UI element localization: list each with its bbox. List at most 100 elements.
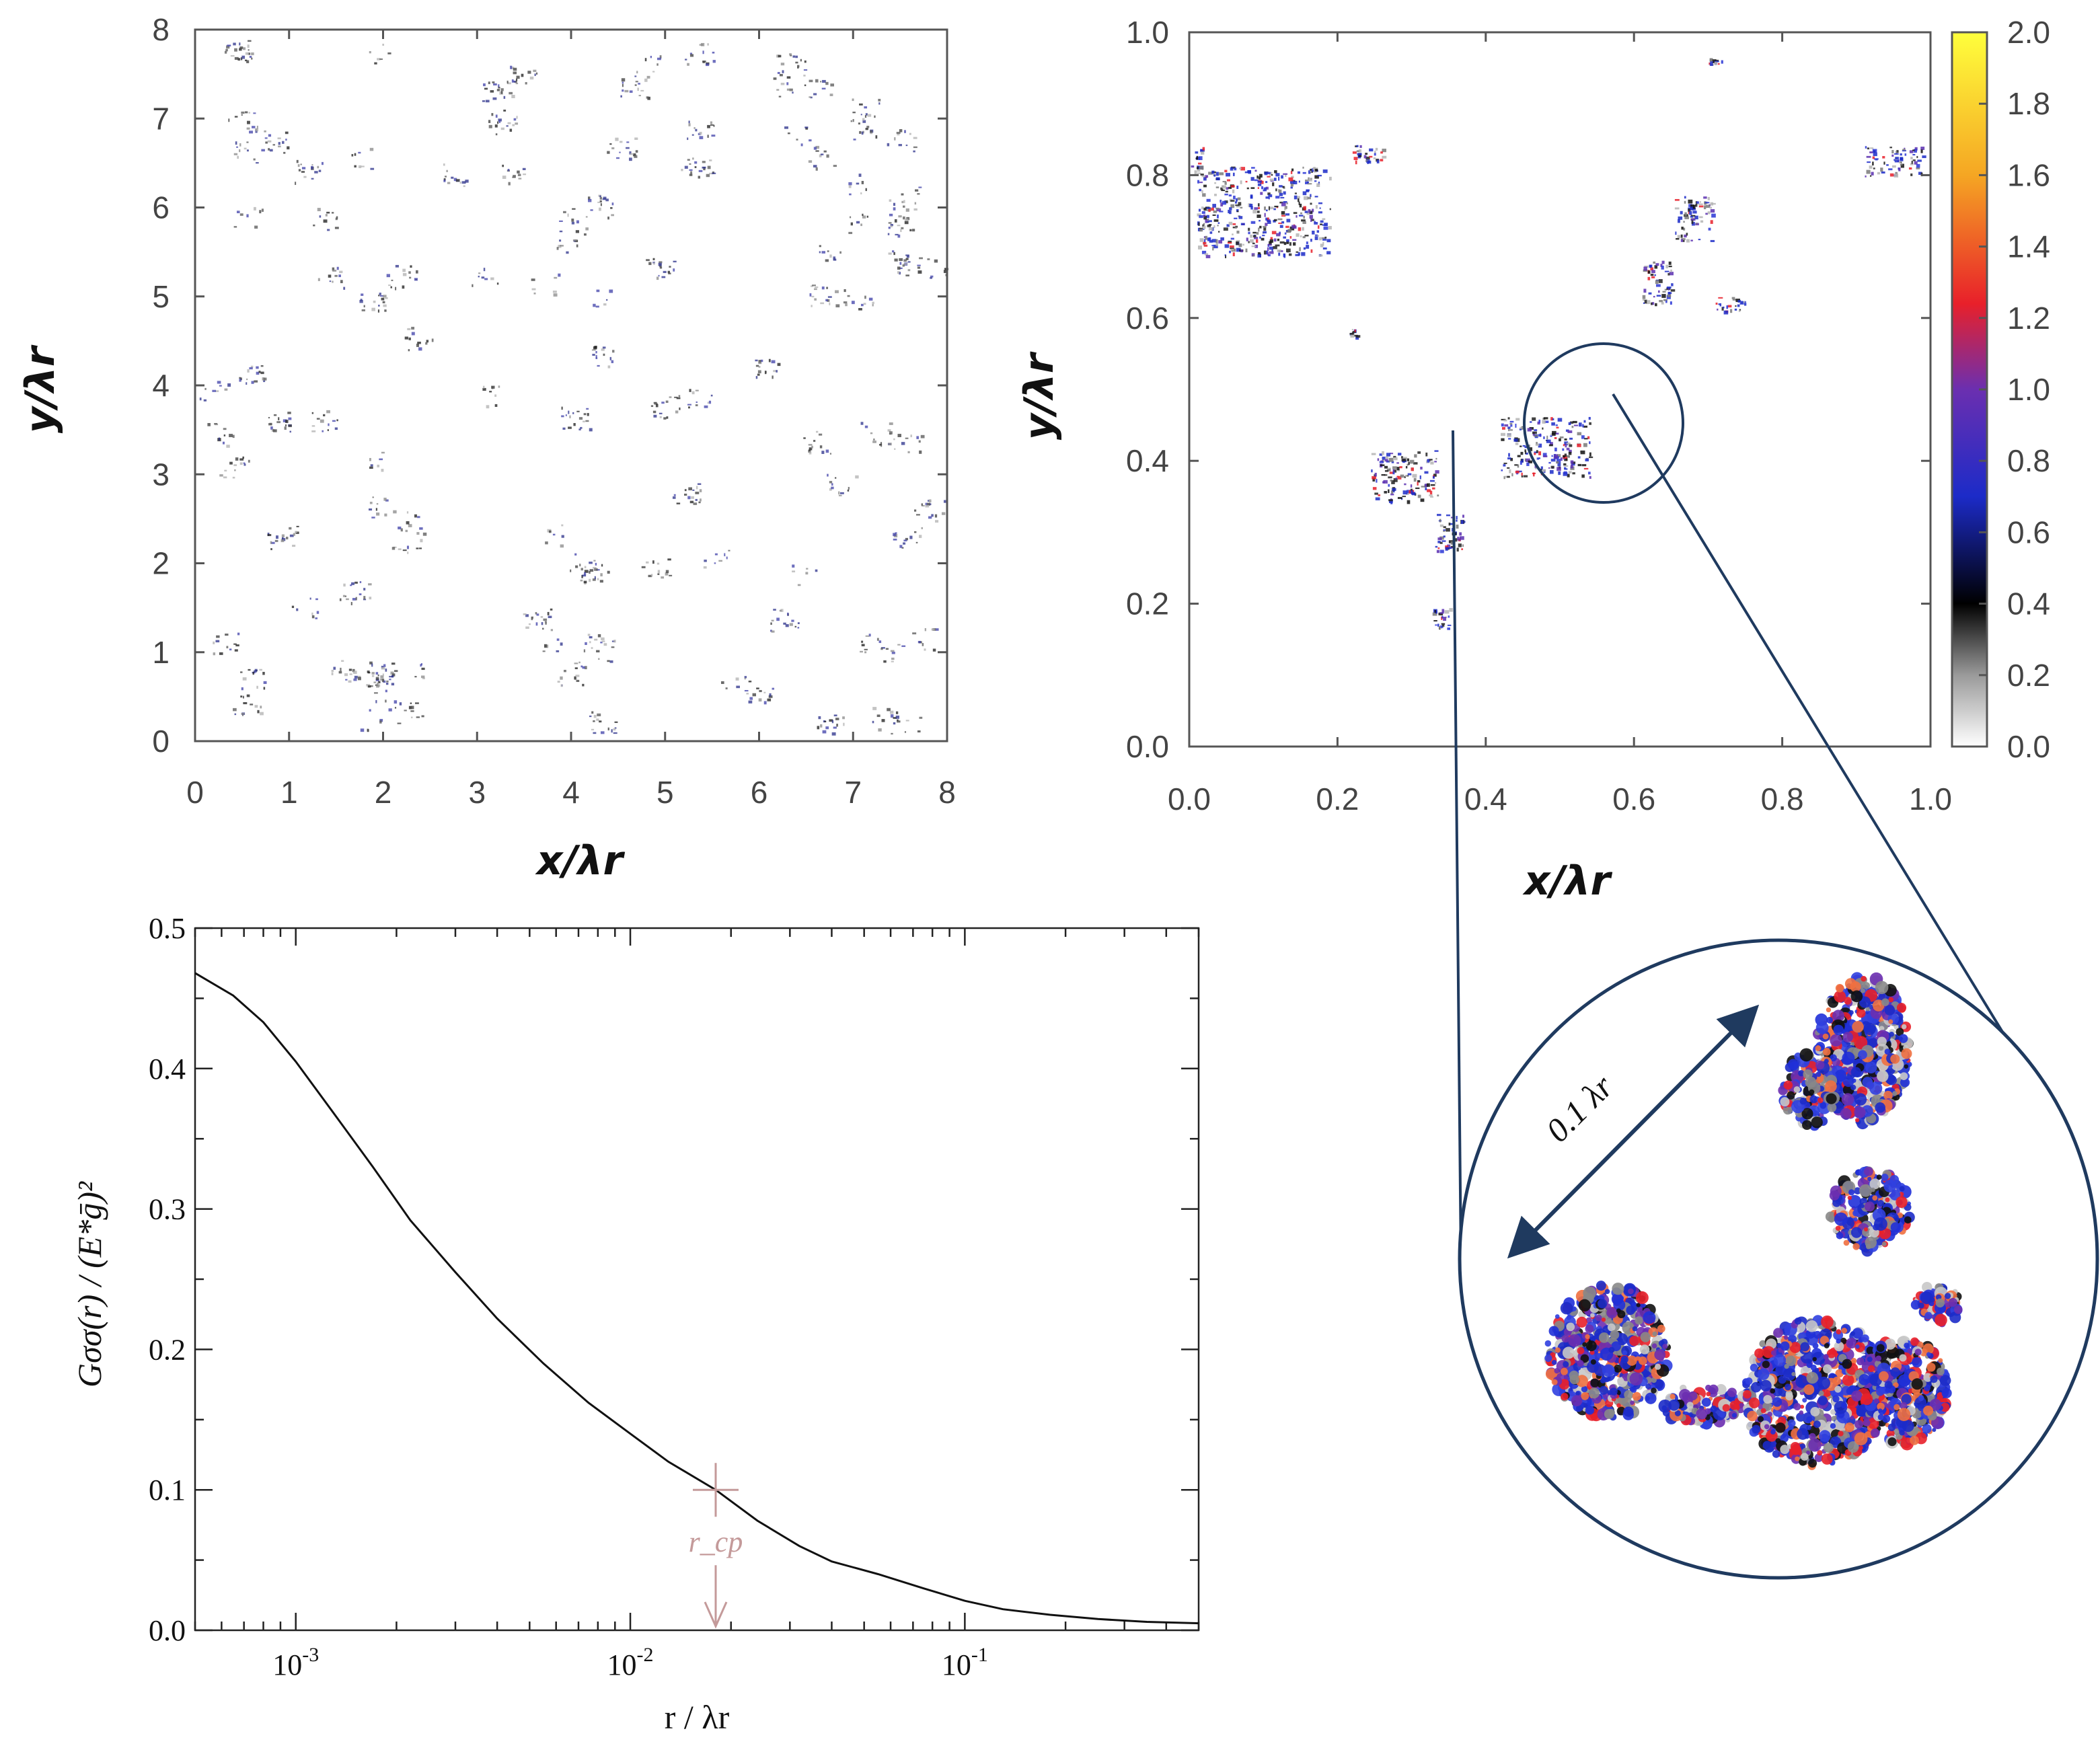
contact-patch xyxy=(1251,167,1255,169)
contact-patch xyxy=(1219,211,1224,213)
contact-patch xyxy=(315,598,318,601)
contact-patch xyxy=(386,274,390,278)
x-tick-label: 5 xyxy=(657,775,674,810)
contact-patch xyxy=(1265,209,1268,212)
contact-patch xyxy=(1268,194,1273,198)
contact-patch xyxy=(1585,458,1589,461)
contact-patch xyxy=(707,165,711,169)
contact-patch xyxy=(326,211,330,214)
contact-patch xyxy=(665,400,669,404)
contact-patch xyxy=(903,539,907,542)
contact-spot xyxy=(1864,1167,1873,1176)
contact-spot xyxy=(1802,1398,1807,1403)
contact-patch xyxy=(1232,252,1235,256)
contact-patch xyxy=(1396,462,1399,464)
contact-patch xyxy=(1409,490,1412,494)
contact-patch xyxy=(1520,426,1524,429)
contact-patch xyxy=(1397,496,1402,499)
contact-spot xyxy=(1890,1054,1900,1064)
contact-patch xyxy=(547,611,550,615)
contact-patch xyxy=(1904,147,1906,150)
contact-patch xyxy=(1266,172,1271,175)
contact-patch xyxy=(1198,222,1200,226)
contact-patch xyxy=(1252,254,1254,257)
contact-patch xyxy=(1891,154,1894,157)
contact-spot xyxy=(1848,1010,1854,1016)
contact-patch xyxy=(709,172,714,175)
contact-patch xyxy=(1709,62,1713,67)
contact-patch xyxy=(931,514,934,517)
contact-patch xyxy=(281,537,284,541)
contact-patch xyxy=(378,305,380,307)
contact-patch xyxy=(934,514,938,518)
contact-patch xyxy=(897,434,901,437)
contact-patch xyxy=(913,137,917,139)
contact-spot xyxy=(1836,1338,1841,1344)
contact-patch xyxy=(498,87,500,89)
contact-patch xyxy=(758,362,762,365)
contact-patch xyxy=(1894,159,1900,163)
contact-patch xyxy=(872,301,874,305)
contact-patch xyxy=(582,666,585,669)
contact-patch xyxy=(780,609,784,612)
contact-patch xyxy=(1306,245,1310,249)
contact-patch xyxy=(1206,215,1209,219)
contact-patch xyxy=(1315,204,1318,209)
contact-patch xyxy=(336,216,338,219)
contact-spot xyxy=(1875,1102,1885,1113)
contact-patch xyxy=(1201,206,1204,210)
contact-patch xyxy=(281,534,285,537)
contact-patch xyxy=(860,223,862,227)
contact-patch xyxy=(1218,240,1223,244)
contact-patch xyxy=(1661,260,1665,264)
contact-patch xyxy=(1273,178,1277,181)
contact-patch xyxy=(1460,520,1464,525)
contact-spot xyxy=(1773,1328,1783,1338)
contact-patch xyxy=(880,444,883,447)
contact-patch xyxy=(850,120,852,122)
contact-patch xyxy=(1203,239,1206,243)
contact-patch xyxy=(657,63,659,66)
contact-patch xyxy=(311,612,313,615)
contact-patch xyxy=(502,176,507,180)
contact-patch xyxy=(586,408,589,410)
contact-patch xyxy=(1224,182,1227,185)
contact-patch xyxy=(525,82,527,85)
contact-patch xyxy=(1202,193,1206,197)
contact-patch xyxy=(896,132,901,134)
contact-patch xyxy=(1542,469,1546,472)
contact-patch xyxy=(1916,155,1918,159)
contact-patch xyxy=(655,404,659,408)
contact-spot xyxy=(1859,1445,1863,1450)
contact-patch xyxy=(516,75,520,79)
contact-patch xyxy=(1371,469,1373,473)
contact-patch xyxy=(1191,165,1195,168)
contact-patch xyxy=(1437,537,1442,541)
contact-patch xyxy=(1279,201,1283,204)
contact-patch xyxy=(1206,198,1211,202)
contact-spot xyxy=(1830,1185,1842,1197)
contact-patch xyxy=(635,150,638,153)
contact-patch xyxy=(1439,541,1443,544)
contact-patch xyxy=(270,547,272,551)
contact-patch xyxy=(1314,222,1318,225)
contact-patch xyxy=(1283,206,1287,211)
contact-patch xyxy=(391,547,396,550)
contact-patch xyxy=(1248,241,1250,243)
contact-patch xyxy=(445,176,447,178)
contact-patch xyxy=(341,660,344,662)
contact-patch xyxy=(575,565,578,568)
contact-patch xyxy=(667,558,671,561)
contact-patch xyxy=(348,680,352,683)
contact-patch xyxy=(1386,453,1391,457)
contact-patch xyxy=(517,170,520,174)
contact-patch xyxy=(1276,206,1279,208)
contact-patch xyxy=(1688,208,1691,212)
contact-patch xyxy=(815,79,819,83)
contact-patch xyxy=(453,178,457,182)
contact-patch xyxy=(840,492,844,494)
contact-patch xyxy=(749,697,753,700)
contact-spot xyxy=(1797,1428,1809,1440)
contact-patch xyxy=(1413,478,1417,482)
contact-patch xyxy=(695,404,698,407)
